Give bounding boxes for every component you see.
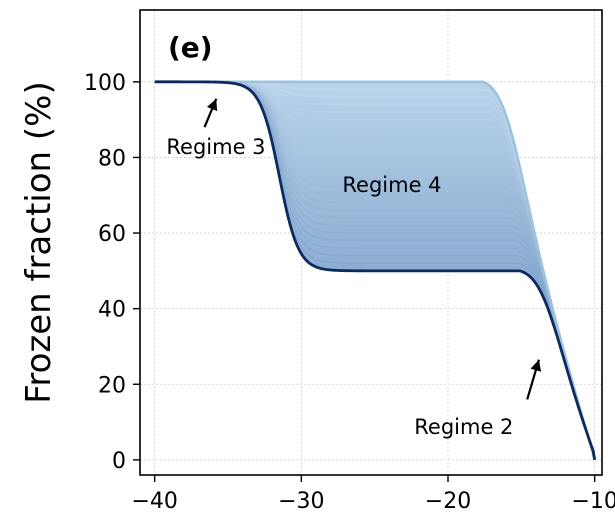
x-tick-label: −30 (278, 489, 324, 514)
y-tick-label: 0 (112, 449, 126, 474)
annotation-label: Regime 4 (342, 173, 441, 197)
annotation-label: Regime 2 (414, 415, 513, 439)
annotations: Regime 3 Regime 4 Regime 2 (166, 98, 542, 439)
y-tick-label: 100 (84, 71, 126, 96)
x-tick-label: −20 (425, 489, 471, 514)
annotation-arrowhead (530, 359, 542, 372)
series-band (154, 81, 595, 460)
y-tick-label: 80 (98, 146, 126, 171)
plot-frame (139, 9, 603, 476)
axis-ticks: −40 −30 −20 −10 0 20 40 60 80 100 (84, 71, 615, 514)
y-tick-label: 40 (98, 298, 126, 323)
y-axis-label: Frozen fraction (%) (19, 81, 59, 404)
y-tick-label: 60 (98, 222, 126, 247)
panel-label: (e) (168, 31, 213, 64)
annotation-arrowhead (206, 98, 218, 112)
x-tick-label: −10 (571, 489, 615, 514)
series-lines (154, 80, 597, 461)
annotation-label: Regime 3 (166, 135, 265, 159)
series-band-fill (154, 81, 595, 460)
series-line-lower (154, 80, 597, 461)
x-tick-label: −40 (131, 489, 177, 514)
y-tick-label: 20 (98, 373, 126, 398)
